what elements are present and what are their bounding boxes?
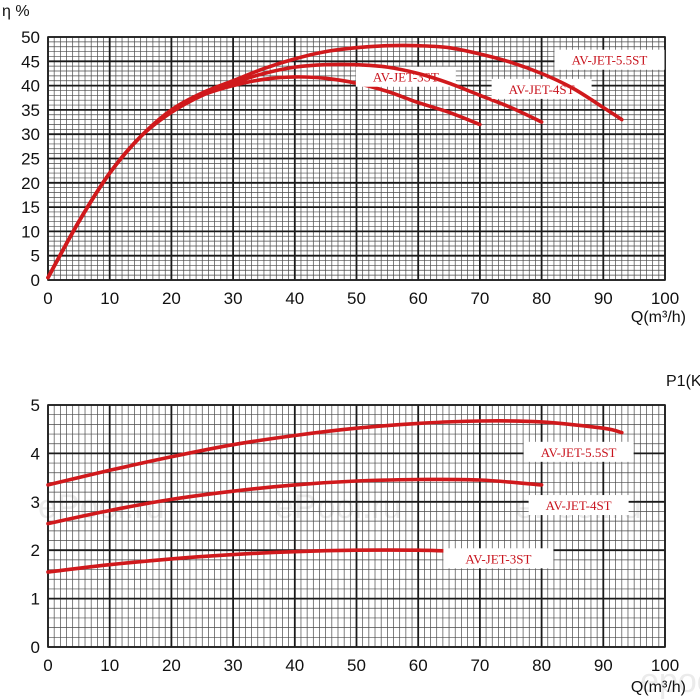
y-axis-title: η % xyxy=(2,3,30,20)
y-tick-label: 15 xyxy=(21,198,40,217)
x-tick-label: 40 xyxy=(285,289,304,308)
series-label-bg xyxy=(443,548,554,569)
series-label-av-jet-3st: AV-JET-3ST xyxy=(465,551,531,566)
x-tick-label: 70 xyxy=(470,289,489,308)
series-line-av-jet-5-5st xyxy=(46,43,624,280)
efficiency-chart: 0 10 20 30 40 50 60 70 80 90 100 0 5 10 15 20 25 30 35 40 45… xyxy=(2,3,686,326)
y-tick-label: 40 xyxy=(21,77,40,96)
y-tick-label: 4 xyxy=(31,444,40,463)
plot-frame xyxy=(47,404,666,648)
series-label-bg xyxy=(554,49,665,70)
x-tick-label: 40 xyxy=(285,656,304,675)
x-axis-title: Q(m³/h) xyxy=(631,309,686,326)
x-tick-label: 20 xyxy=(162,656,181,675)
y-tick-label: 5 xyxy=(31,396,40,415)
x-axis-title: Q(m³/h) xyxy=(631,679,686,696)
series-line-av-jet-4st xyxy=(46,477,544,526)
y-tick-label: 1 xyxy=(31,590,40,609)
series-label-av-jet-4st: AV-JET-4ST xyxy=(509,82,575,97)
series-label-av-jet-4st: AV-JET-4ST xyxy=(546,498,612,513)
x-tick-label: 0 xyxy=(43,289,52,308)
y-tick-label: 3 xyxy=(31,493,40,512)
series-label-av-jet-5-5st: AV-JET-5.5ST xyxy=(541,445,617,460)
y-tick-label: 20 xyxy=(21,174,40,193)
series-label-av-jet-5-5st: AV-JET-5.5ST xyxy=(572,53,648,68)
y-tick-label: 2 xyxy=(31,541,40,560)
series-line-av-jet-3st xyxy=(46,548,482,574)
series-line-av-jet-5-5st xyxy=(46,419,624,487)
x-tick-label: 90 xyxy=(594,289,613,308)
x-tick-label: 70 xyxy=(470,656,489,675)
watermark-text: epool.ru xyxy=(640,662,700,700)
x-tick-label: 10 xyxy=(100,656,119,675)
y-tick-label: 0 xyxy=(31,271,40,290)
plot-frame xyxy=(47,36,666,281)
x-tick-label: 60 xyxy=(409,656,428,675)
x-tick-label: 0 xyxy=(43,656,52,675)
y-tick-label: 25 xyxy=(21,150,40,169)
x-tick-label: 100 xyxy=(651,289,679,308)
x-tick-label: 50 xyxy=(347,656,366,675)
x-tick-label: 100 xyxy=(651,656,679,675)
y-axis-title: P1(Kw) xyxy=(666,373,700,390)
x-tick-label: 20 xyxy=(162,289,181,308)
x-tick-label: 30 xyxy=(224,656,243,675)
x-tick-label: 10 xyxy=(100,289,119,308)
x-tick-label: 50 xyxy=(347,289,366,308)
series-label-bg xyxy=(523,441,634,462)
x-tick-label: 30 xyxy=(224,289,243,308)
y-tick-label: 35 xyxy=(21,101,40,120)
y-tick-label: 10 xyxy=(21,222,40,241)
y-tick-label: 30 xyxy=(21,125,40,144)
y-tick-label: 0 xyxy=(31,638,40,657)
series-label-bg xyxy=(355,66,456,87)
x-tick-label: 80 xyxy=(532,289,551,308)
series-label-bg xyxy=(528,495,629,516)
y-tick-label: 50 xyxy=(21,28,40,47)
y-tick-label: 5 xyxy=(31,247,40,266)
y-tick-label: 45 xyxy=(21,52,40,71)
x-tick-label: 80 xyxy=(532,656,551,675)
x-tick-label: 60 xyxy=(409,289,428,308)
x-tick-label: 90 xyxy=(594,656,613,675)
grid xyxy=(47,404,666,648)
power-chart: 0 10 20 30 40 50 60 70 80 90 100 0 1 2 3 4 5 P1(Kw) Q(m³/h… xyxy=(31,373,700,696)
